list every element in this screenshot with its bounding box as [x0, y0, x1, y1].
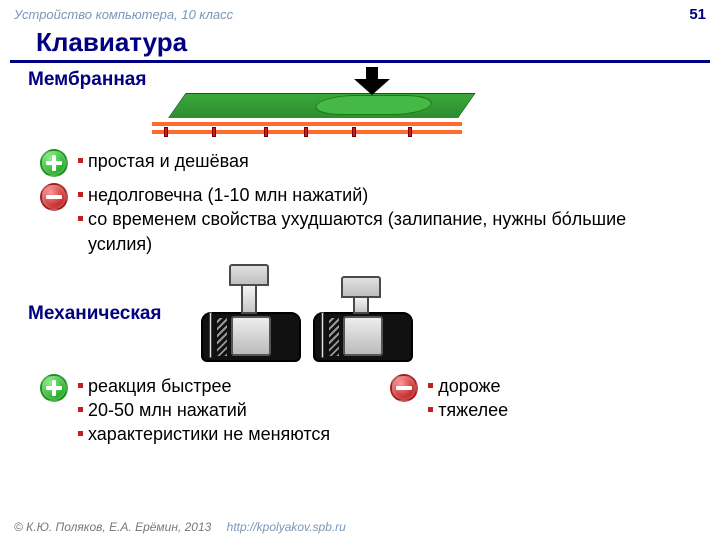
bullet-item: простая и дешёвая — [78, 149, 249, 173]
footer: © К.Ю. Поляков, Е.А. Ерёмин, 2013 http:/… — [14, 520, 346, 534]
minus-icon — [40, 183, 68, 211]
plus-icon — [40, 374, 68, 402]
slide-title: Клавиатура — [10, 25, 710, 63]
bullet-item: дороже — [428, 374, 508, 398]
membrane-illustration — [166, 71, 466, 141]
course-title: Устройство компьютера, 10 класс — [14, 7, 233, 22]
mechanical-cons: дороже тяжелее — [428, 374, 508, 423]
bullet-item: реакция быстрее — [78, 374, 330, 398]
mechanical-label: Механическая — [28, 303, 162, 325]
footer-url: http://kpolyakov.spb.ru — [227, 520, 346, 534]
minus-icon — [390, 374, 418, 402]
bullet-item: характеристики не меняются — [78, 422, 330, 446]
arrow-down-icon — [354, 67, 390, 95]
page-number: 51 — [689, 6, 706, 23]
bullet-item: со временем свойства ухудшаются (залипан… — [78, 207, 638, 256]
mechanical-pros: реакция быстрее 20-50 млн нажатий характ… — [78, 374, 330, 447]
bullet-item: 20-50 млн нажатий — [78, 398, 330, 422]
membrane-pros: простая и дешёвая — [78, 149, 249, 173]
plus-icon — [40, 149, 68, 177]
mechanical-illustration — [192, 264, 422, 364]
membrane-label: Мембранная — [28, 69, 146, 91]
bullet-item: тяжелее — [428, 398, 508, 422]
bullet-item: недолговечна (1-10 млн нажатий) — [78, 183, 638, 207]
footer-copyright: © К.Ю. Поляков, Е.А. Ерёмин, 2013 — [14, 520, 211, 534]
membrane-cons: недолговечна (1-10 млн нажатий) со време… — [78, 183, 638, 256]
